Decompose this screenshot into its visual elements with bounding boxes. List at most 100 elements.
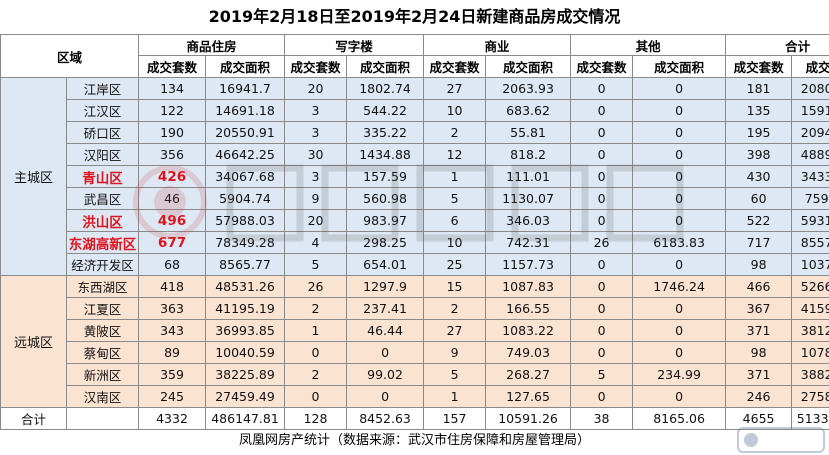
cell-area: 654.01	[346, 253, 425, 276]
district-name: 黄陂区	[65, 319, 140, 342]
district-name: 江夏区	[65, 297, 140, 320]
cell-units: 359	[138, 363, 207, 386]
cell-units: 195	[725, 121, 793, 144]
total-units: 128	[284, 407, 348, 430]
cell-units: 0	[284, 385, 348, 408]
cell-area: 59318.03	[791, 209, 829, 232]
sub-header-area: 成交面积	[791, 55, 829, 78]
total-units: 4655	[725, 407, 793, 430]
cell-area: 38123.51	[791, 319, 829, 342]
cell-units: 12	[423, 143, 487, 166]
cell-area: 38225.89	[205, 363, 286, 386]
cell-units: 27	[423, 319, 487, 342]
cell-area: 742.31	[485, 231, 572, 254]
cell-area: 0	[632, 253, 727, 276]
total-row: 合计 4332 486147.81 128 8452.63 157 10591.26 38 81…	[0, 407, 829, 430]
cell-units: 30	[284, 143, 348, 166]
cell-area: 41599.15	[791, 297, 829, 320]
cell-units: 717	[725, 231, 793, 254]
header-commercial: 商业	[423, 34, 572, 56]
sales-table: 区域 商品住房 写字楼 商业 其他 合计 成交套数 成交面积 成交套数 成交面积 成交套…	[0, 34, 829, 430]
cell-units: 181	[725, 77, 793, 100]
cell-units: 0	[570, 341, 634, 364]
cell-units: 0	[570, 187, 634, 210]
sub-header-units: 成交套数	[138, 55, 207, 78]
total-units: 38	[570, 407, 634, 430]
cell-area: 1434.88	[346, 143, 425, 166]
cell-units: 68	[138, 253, 207, 276]
table-row: 青山区42634067.683157.591111.010043034336.2…	[1, 165, 829, 188]
cell-area: 166.55	[485, 297, 572, 320]
cell-units: 2	[423, 121, 487, 144]
cell-units: 26	[284, 275, 348, 298]
cell-area: 1802.74	[346, 77, 425, 100]
cell-units: 0	[570, 99, 634, 122]
cell-area: 15919.02	[791, 99, 829, 122]
source-footer: 凤凰网房产统计（数据来源：武汉市住房保障和房屋管理局）	[238, 433, 590, 448]
cell-area: 8565.77	[205, 253, 286, 276]
district-name: 江岸区	[65, 77, 140, 100]
district-name: 武昌区	[65, 187, 140, 210]
cell-area: 2063.93	[485, 77, 572, 100]
cell-area: 1083.22	[485, 319, 572, 342]
cell-area: 1130.07	[485, 187, 572, 210]
cell-units: 135	[725, 99, 793, 122]
cell-area: 46.44	[346, 319, 425, 342]
cell-area: 20550.91	[205, 121, 286, 144]
cell-area: 157.59	[346, 165, 425, 188]
sub-header-units: 成交套数	[284, 55, 348, 78]
cell-area: 298.25	[346, 231, 425, 254]
cell-units: 1	[284, 319, 348, 342]
cell-units: 4	[284, 231, 348, 254]
table-row: 江夏区36341195.192237.412166.550036741599.1…	[1, 297, 829, 320]
cell-units: 20	[284, 77, 348, 100]
cell-area: 346.03	[485, 209, 572, 232]
district-name: 汉阳区	[65, 143, 140, 166]
cell-units: 25	[423, 253, 487, 276]
cell-units: 134	[138, 77, 207, 100]
cell-units: 1	[423, 165, 487, 188]
cell-units: 245	[138, 385, 207, 408]
cell-units: 2	[423, 297, 487, 320]
cell-area: 5904.74	[205, 187, 286, 210]
cell-units: 0	[570, 121, 634, 144]
cell-area: 1746.24	[632, 275, 727, 298]
cell-area: 0	[346, 341, 425, 364]
district-name: 青山区	[65, 165, 140, 188]
cell-units: 246	[725, 385, 793, 408]
cell-area: 0	[632, 385, 727, 408]
cell-units: 0	[570, 165, 634, 188]
header-residential: 商品住房	[138, 34, 286, 56]
cell-area: 0	[632, 187, 727, 210]
cell-units: 60	[725, 187, 793, 210]
cell-units: 10	[423, 231, 487, 254]
cell-area: 1297.9	[346, 275, 425, 298]
district-name: 硚口区	[65, 121, 140, 144]
cell-area: 111.01	[485, 165, 572, 188]
cell-area: 0	[632, 319, 727, 342]
cell-units: 122	[138, 99, 207, 122]
cell-units: 0	[570, 143, 634, 166]
cell-area: 6183.83	[632, 231, 727, 254]
cell-area: 36993.85	[205, 319, 286, 342]
cell-units: 27	[423, 77, 487, 100]
region-main-city: 主城区	[0, 77, 67, 276]
cell-units: 89	[138, 341, 207, 364]
cell-area: 237.41	[346, 297, 425, 320]
cell-units: 343	[138, 319, 207, 342]
cell-area: 16941.7	[205, 77, 286, 100]
cell-units: 3	[284, 165, 348, 188]
cell-units: 6	[423, 209, 487, 232]
sub-header-units: 成交套数	[570, 55, 634, 78]
sub-header-area: 成交面积	[346, 55, 425, 78]
table-row: 东湖高新区 677 78349.28 4 298.25 10 742.31 26 6183.83…	[1, 231, 829, 254]
cell-units: 10	[423, 99, 487, 122]
cell-area: 683.62	[485, 99, 572, 122]
table-row: 江汉区12214691.183544.2210683.620013515919.…	[1, 99, 829, 122]
cell-area: 14691.18	[205, 99, 286, 122]
header-total: 合计	[725, 34, 829, 56]
